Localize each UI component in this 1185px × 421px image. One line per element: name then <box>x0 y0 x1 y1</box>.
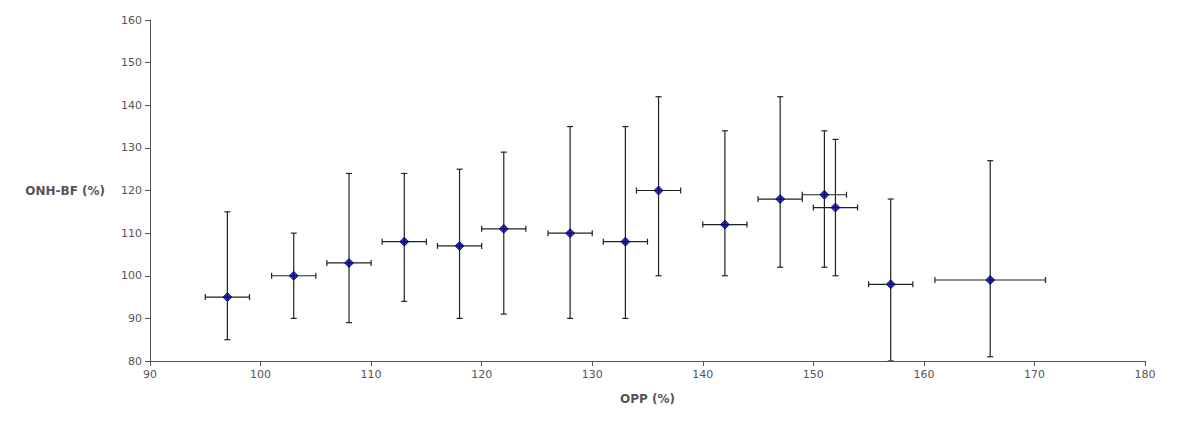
svg-text:120: 120 <box>121 184 142 197</box>
svg-text:160: 160 <box>121 14 142 27</box>
svg-text:90: 90 <box>143 368 157 381</box>
svg-text:110: 110 <box>121 227 142 240</box>
svg-text:130: 130 <box>121 141 142 154</box>
svg-text:120: 120 <box>471 368 492 381</box>
svg-text:150: 150 <box>121 56 142 69</box>
svg-text:140: 140 <box>692 368 713 381</box>
svg-text:100: 100 <box>121 269 142 282</box>
svg-text:160: 160 <box>913 368 934 381</box>
svg-text:170: 170 <box>1024 368 1045 381</box>
svg-text:ONH-BF (%): ONH-BF (%) <box>25 184 105 198</box>
svg-text:140: 140 <box>121 99 142 112</box>
svg-text:90: 90 <box>128 312 142 325</box>
svg-text:OPP (%): OPP (%) <box>620 392 675 406</box>
svg-text:150: 150 <box>803 368 824 381</box>
svg-text:110: 110 <box>361 368 382 381</box>
svg-text:100: 100 <box>250 368 271 381</box>
svg-text:130: 130 <box>582 368 603 381</box>
svg-text:80: 80 <box>128 355 142 368</box>
svg-text:180: 180 <box>1135 368 1156 381</box>
